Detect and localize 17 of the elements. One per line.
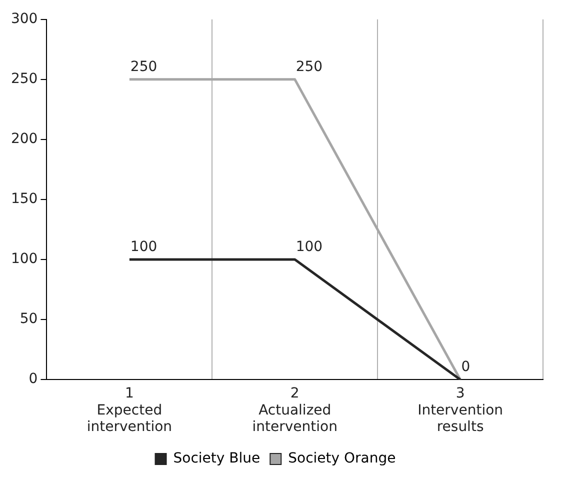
y-tick-label: 200 bbox=[10, 131, 38, 148]
x-tick-label: 3 Intervention results bbox=[418, 386, 504, 436]
data-label: 250 bbox=[296, 59, 323, 76]
x-tick-label: 1 Expected intervention bbox=[86, 386, 172, 436]
data-label: 100 bbox=[296, 239, 323, 256]
y-tick-label: 300 bbox=[10, 11, 38, 28]
legend-label: Society Orange bbox=[288, 450, 396, 467]
y-tick-label: 50 bbox=[20, 311, 38, 328]
y-tick-label: 100 bbox=[10, 251, 38, 268]
data-label: 0 bbox=[461, 359, 470, 376]
y-tick-label: 0 bbox=[28, 371, 38, 388]
data-label: 100 bbox=[130, 239, 158, 256]
x-tick-label: 2 Actualized intervention bbox=[252, 386, 338, 436]
data-label: 250 bbox=[130, 59, 158, 76]
y-tick-label: 250 bbox=[10, 71, 38, 88]
y-tick-label: 150 bbox=[10, 191, 38, 208]
legend-label: Society Blue bbox=[173, 450, 260, 467]
